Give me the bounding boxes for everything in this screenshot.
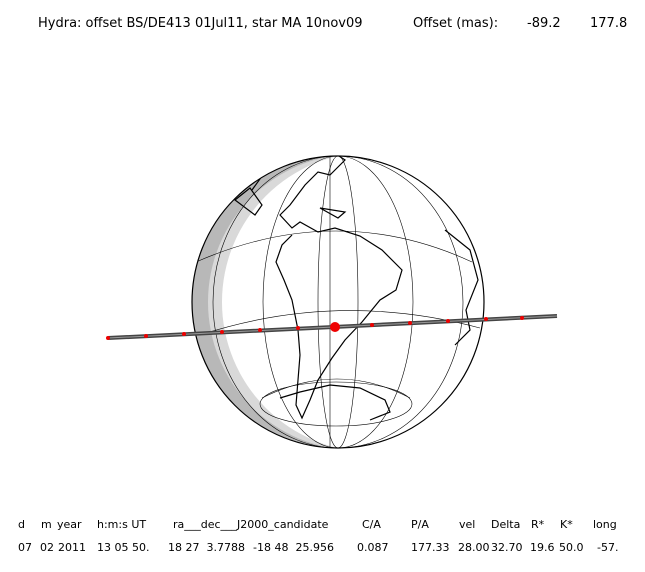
table-cell: 18 27 3.7788 [168, 541, 245, 554]
title: Hydra: offset BS/DE413 01Jul11, star MA … [38, 16, 363, 31]
offset-label: Offset (mas): [413, 16, 498, 31]
table-header: R* [531, 518, 545, 531]
offset-y: 177.8 [590, 16, 627, 31]
event-table: d m year h:m:s UT ra___dec___J2000_candidate… [18, 518, 618, 554]
table-header: h:m:s UT [97, 518, 146, 531]
table-header: year [57, 518, 82, 531]
table-cell: 02 [40, 541, 54, 554]
table-header: d [18, 518, 25, 531]
table-cell: 0.087 [357, 541, 389, 554]
table-cell: 50.0 [559, 541, 584, 554]
table-header: vel [459, 518, 475, 531]
table-cell: 2011 [58, 541, 86, 554]
table-cell: -18 48 25.956 [253, 541, 334, 554]
table-header: long [593, 518, 617, 531]
table-cell: 28.00 [458, 541, 490, 554]
table-header: C/A [362, 518, 381, 531]
globe [191, 155, 485, 449]
table-cell: -57. [597, 541, 618, 554]
table-cell: 19.6 [530, 541, 555, 554]
shadow-path [106, 314, 558, 340]
table-header: K* [560, 518, 573, 531]
table-cell: 177.33 [411, 541, 450, 554]
table-header: m [41, 518, 52, 531]
offset-x: -89.2 [527, 16, 561, 31]
table-header: Delta [491, 518, 520, 531]
table-cell: 13 05 50. [97, 541, 149, 554]
table-header: P/A [411, 518, 429, 531]
table-header: ra___dec___J2000_candidate [173, 518, 329, 531]
table-cell: 07 [18, 541, 32, 554]
table-cell: 32.70 [491, 541, 523, 554]
